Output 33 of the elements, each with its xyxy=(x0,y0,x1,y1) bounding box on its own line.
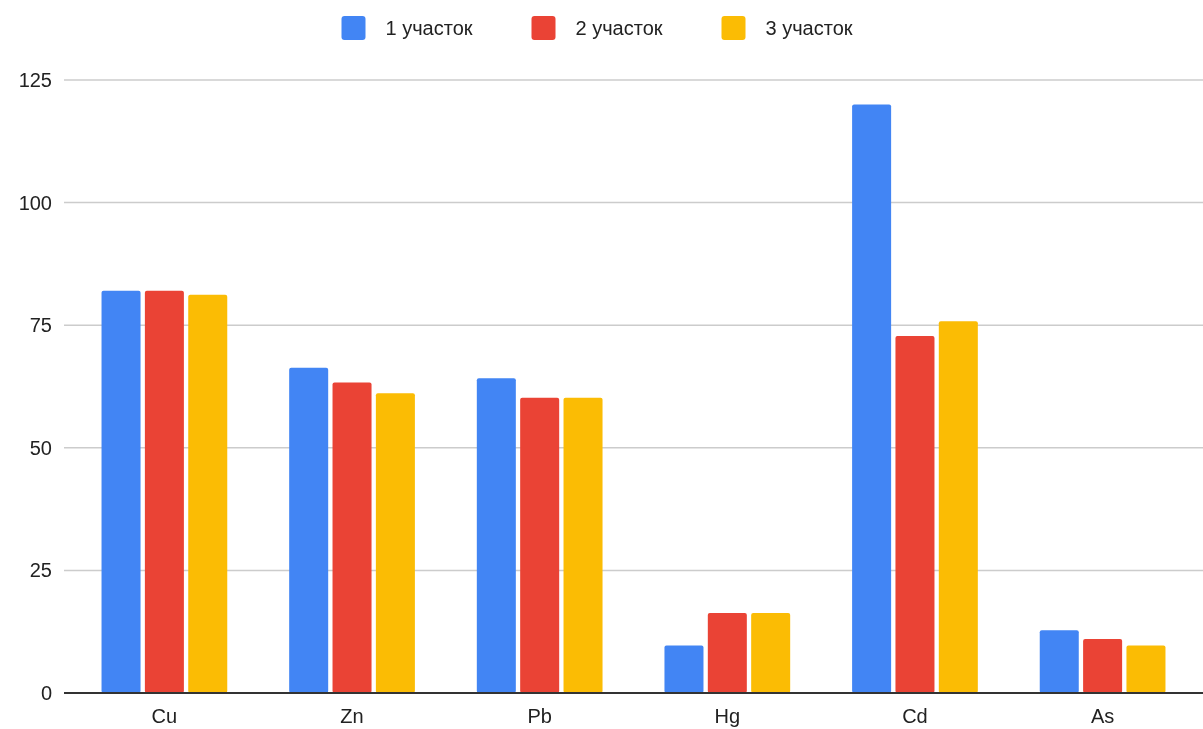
bar xyxy=(289,367,329,693)
x-tick-label: Pb xyxy=(527,705,552,727)
bar xyxy=(144,290,184,693)
y-tick-label: 125 xyxy=(18,69,52,91)
y-tick-label: 75 xyxy=(29,314,52,337)
bar xyxy=(520,397,560,693)
bar xyxy=(332,382,372,693)
y-tick-label: 50 xyxy=(29,436,52,459)
bar xyxy=(476,378,516,693)
bar xyxy=(938,321,978,693)
legend-label: 2 участок xyxy=(575,17,663,39)
bar xyxy=(751,613,791,693)
bar xyxy=(101,290,141,693)
bar xyxy=(852,104,892,693)
bar xyxy=(188,294,228,693)
bar xyxy=(1039,630,1079,693)
y-tick-label: 25 xyxy=(29,559,52,582)
x-tick-label: Zn xyxy=(340,705,364,727)
bar xyxy=(1083,639,1123,693)
legend-label: 1 участок xyxy=(385,17,473,39)
bar xyxy=(375,393,415,693)
x-tick-label: As xyxy=(1090,705,1115,727)
x-tick-label: Cu xyxy=(151,705,178,727)
bar xyxy=(563,397,603,693)
x-tick-label: Cd xyxy=(902,705,928,727)
bar xyxy=(707,613,747,693)
bar xyxy=(664,645,704,693)
legend-label: 3 участок xyxy=(765,17,853,39)
bar xyxy=(1126,645,1166,693)
x-tick-label: Hg xyxy=(714,705,741,727)
y-tick-label: 0 xyxy=(40,682,52,704)
bar xyxy=(895,335,935,693)
y-tick-label: 100 xyxy=(18,191,52,214)
